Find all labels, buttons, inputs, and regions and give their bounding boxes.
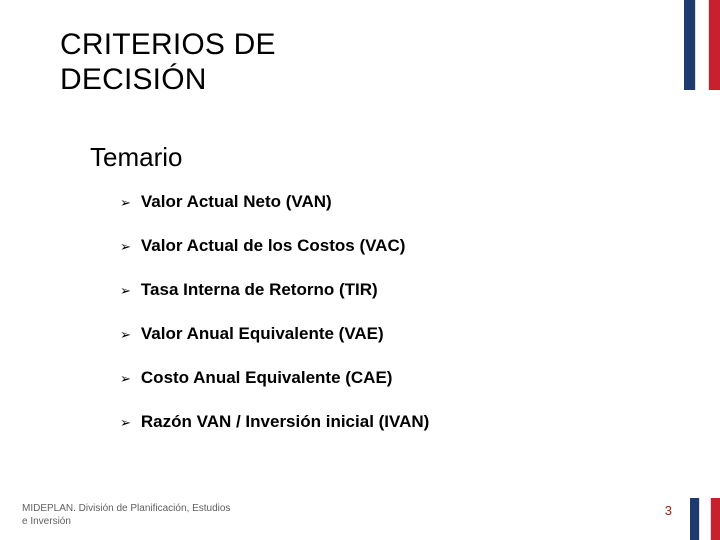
bullet-list: ➢ Valor Actual Neto (VAN) ➢ Valor Actual… — [120, 192, 429, 456]
chevron-right-icon: ➢ — [120, 415, 131, 431]
footer-line-1: MIDEPLAN. División de Planificación, Est… — [22, 503, 230, 514]
chevron-right-icon: ➢ — [120, 195, 131, 211]
flag-bottom — [690, 498, 720, 540]
chevron-right-icon: ➢ — [120, 283, 131, 299]
footer-text: MIDEPLAN. División de Planificación, Est… — [22, 503, 230, 528]
bullet-text: Valor Actual Neto (VAN) — [141, 192, 332, 212]
title-line-1: CRITERIOS DE — [60, 28, 276, 61]
bullet-text: Costo Anual Equivalente (CAE) — [141, 368, 393, 388]
bullet-text: Razón VAN / Inversión inicial (IVAN) — [141, 412, 429, 432]
flag-top — [684, 0, 720, 90]
footer-line-2: e Inversión — [22, 516, 71, 527]
flag-stripe-red — [711, 498, 720, 540]
flag-stripe-white — [699, 498, 710, 540]
flag-stripe-blue — [690, 498, 699, 540]
list-item: ➢ Razón VAN / Inversión inicial (IVAN) — [120, 412, 429, 432]
chevron-right-icon: ➢ — [120, 239, 131, 255]
list-item: ➢ Costo Anual Equivalente (CAE) — [120, 368, 429, 388]
chevron-right-icon: ➢ — [120, 327, 131, 343]
bullet-text: Valor Actual de los Costos (VAC) — [141, 236, 406, 256]
list-item: ➢ Valor Actual de los Costos (VAC) — [120, 236, 429, 256]
bullet-text: Valor Anual Equivalente (VAE) — [141, 324, 384, 344]
flag-stripe-blue — [684, 0, 695, 90]
bullet-text: Tasa Interna de Retorno (TIR) — [141, 280, 378, 300]
slide-title: CRITERIOS DE DECISIÓN — [60, 28, 276, 97]
list-item: ➢ Valor Anual Equivalente (VAE) — [120, 324, 429, 344]
list-item: ➢ Valor Actual Neto (VAN) — [120, 192, 429, 212]
flag-stripe-red — [709, 0, 720, 90]
title-line-2: DECISIÓN — [60, 63, 207, 96]
slide-subtitle: Temario — [90, 142, 182, 173]
list-item: ➢ Tasa Interna de Retorno (TIR) — [120, 280, 429, 300]
chevron-right-icon: ➢ — [120, 371, 131, 387]
flag-stripe-white — [695, 0, 708, 90]
page-number: 3 — [665, 503, 672, 518]
